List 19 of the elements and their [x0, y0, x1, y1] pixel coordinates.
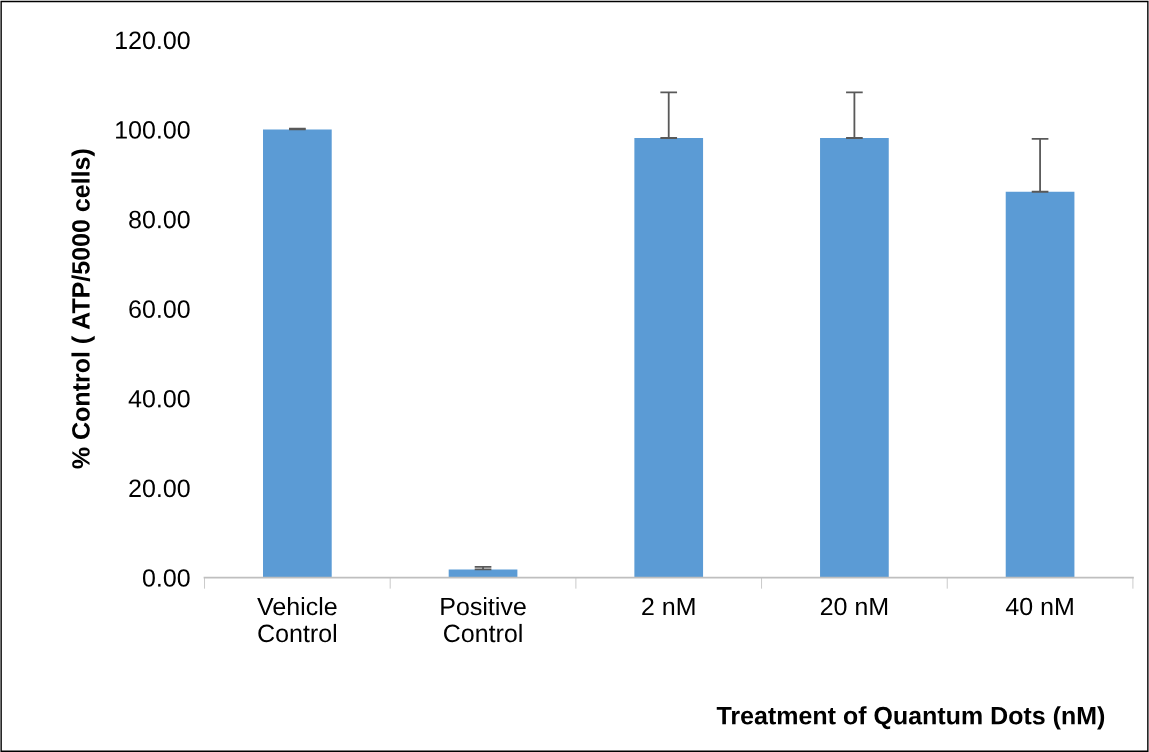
y-axis-title: % Control ( ATP/5000 cells): [71, 149, 95, 469]
y-tick-label: 0.00: [142, 569, 190, 587]
y-tick-label: 100.00: [116, 121, 190, 139]
y-tick-label: 60.00: [129, 300, 190, 318]
x-axis-title: Treatment of Quantum Dots (nM): [716, 706, 1105, 730]
bar: [820, 137, 889, 578]
x-tick-label: 20 nM: [820, 597, 888, 616]
y-tick-label: 80.00: [129, 210, 190, 229]
bar: [448, 569, 518, 578]
x-tick-label: Vehicle Control: [257, 596, 337, 643]
bar: [634, 137, 704, 578]
x-tick-label: 40 nM: [1005, 597, 1073, 616]
y-tick-label: 40.00: [128, 389, 190, 408]
y-tick-label: 20.00: [129, 479, 190, 498]
bar: [263, 129, 332, 578]
x-tick-label: Positive Control: [441, 596, 526, 643]
y-tick-label: 120.00: [116, 31, 190, 50]
x-tick-label: 2 nM: [642, 597, 695, 616]
bar: [1005, 191, 1075, 578]
